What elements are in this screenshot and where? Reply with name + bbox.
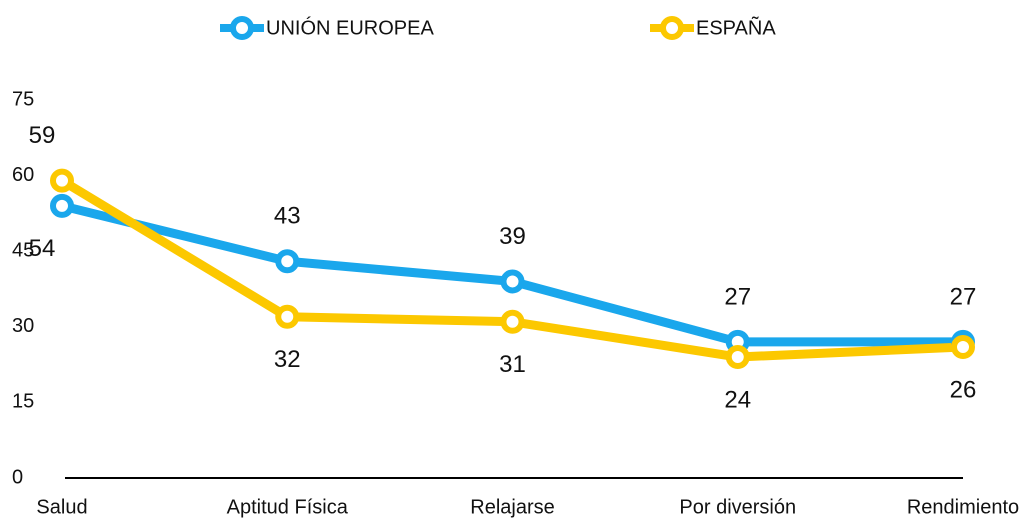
point-marker [725,345,750,370]
data-label: 39 [499,223,526,250]
x-tick-label: Salud [36,496,87,518]
y-tick-label: 60 [12,164,34,186]
data-label: 27 [724,283,751,310]
legend-marker [230,16,254,40]
x-tick-label: Aptitud Física [227,496,349,518]
point-marker [275,304,300,329]
legend-label: UNIÓN EUROPEA [266,16,434,39]
data-label: 26 [950,376,977,403]
data-label: 27 [950,283,977,310]
data-label: 54 [29,235,56,262]
data-label: 59 [29,122,56,149]
point-marker [500,309,525,334]
point-marker [951,334,975,359]
point-marker [275,249,300,274]
legend-label: ESPAÑA [696,15,776,39]
data-label: 24 [724,386,751,413]
y-tick-label: 15 [12,391,34,413]
y-tick-label: 30 [12,315,34,337]
point-marker [50,193,74,218]
point-marker [50,168,74,193]
x-tick-label: Relajarse [470,496,554,518]
point-marker [500,269,525,294]
x-tick-label: Rendimiento [907,496,1019,518]
legend-marker [660,16,684,40]
y-tick-label: 75 [12,88,34,110]
data-label: 31 [499,351,526,378]
data-label: 43 [274,203,301,230]
y-tick-label: 0 [12,466,23,488]
x-tick-label: Por diversión [679,496,796,518]
data-label: 32 [274,346,301,373]
y-tick-label: 45 [12,239,34,261]
